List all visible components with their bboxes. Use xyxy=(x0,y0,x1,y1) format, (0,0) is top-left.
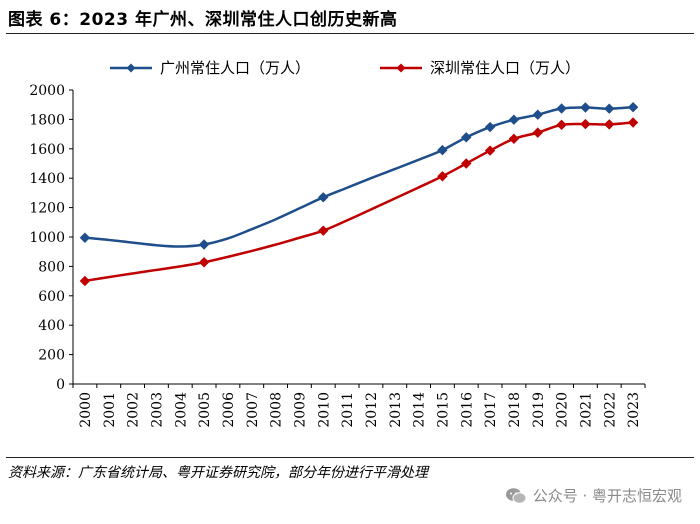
data-point xyxy=(580,102,591,113)
wechat-icon xyxy=(505,487,527,504)
data-point xyxy=(532,109,543,120)
x-tick-label: 2012 xyxy=(364,392,380,428)
data-point xyxy=(627,101,639,113)
data-point xyxy=(437,144,448,156)
y-tick-label: 1200 xyxy=(29,201,65,217)
y-tick-label: 0 xyxy=(56,377,65,393)
x-tick-label: 2017 xyxy=(483,392,499,428)
data-point xyxy=(532,127,543,138)
data-point xyxy=(318,225,329,236)
series-shenzhen xyxy=(79,117,639,287)
x-tick-label: 2020 xyxy=(555,392,571,428)
x-tick-label: 2007 xyxy=(245,392,261,428)
data-point xyxy=(604,103,615,114)
x-tick-label: 2005 xyxy=(197,392,213,428)
title-divider xyxy=(6,33,694,34)
data-point xyxy=(437,171,448,182)
data-point xyxy=(484,145,496,156)
legend-item-guangzhou: 广州常住人口（万人） xyxy=(110,59,310,77)
data-point xyxy=(556,103,567,114)
x-tick-label: 2000 xyxy=(78,392,94,428)
x-tick-label: 2016 xyxy=(459,392,475,428)
data-point xyxy=(508,133,520,145)
chart-axes: 0 200 400 600 800 1000 1200 1400 1600 1800 2000 200… xyxy=(29,83,646,428)
y-tick-label: 600 xyxy=(38,289,65,305)
x-tick-label: 2018 xyxy=(507,392,523,428)
x-tick-label: 2015 xyxy=(435,392,451,428)
data-point xyxy=(604,119,615,130)
x-tick-label: 2011 xyxy=(340,392,356,428)
legend-label: 深圳常住人口（万人） xyxy=(430,59,580,77)
y-tick-label: 400 xyxy=(38,318,65,334)
x-tick-label: 2013 xyxy=(388,392,404,428)
x-tick-label: 2021 xyxy=(578,392,594,428)
data-point xyxy=(198,239,210,250)
x-tick-label: 2022 xyxy=(602,392,618,428)
legend-swatch-marker xyxy=(396,63,406,73)
x-tick-label: 2003 xyxy=(149,392,165,428)
legend-item-shenzhen: 深圳常住人口（万人） xyxy=(380,59,580,77)
watermark-text: 公众号 · 粤开志恒宏观 xyxy=(532,487,682,505)
x-tick-label: 2004 xyxy=(173,392,189,428)
data-point xyxy=(627,117,639,128)
series-guangzhou xyxy=(79,101,639,250)
y-tick-label: 2000 xyxy=(29,83,65,99)
x-tick-label: 2008 xyxy=(269,392,285,428)
data-point xyxy=(461,158,472,169)
series-line xyxy=(84,121,634,283)
data-point xyxy=(484,121,496,133)
y-tick-label: 1800 xyxy=(29,112,65,128)
x-tick-label: 2009 xyxy=(292,392,308,428)
chart-title: 图表 6：2023 年广州、深圳常住人口创历史新高 xyxy=(8,10,398,30)
x-tick-label: 2023 xyxy=(626,392,642,428)
legend-label: 广州常住人口（万人） xyxy=(160,59,310,77)
x-tick-label: 2001 xyxy=(102,392,118,428)
data-point xyxy=(508,114,520,125)
y-tick-label: 1400 xyxy=(29,171,65,187)
x-tick-label: 2014 xyxy=(412,392,428,428)
source-divider xyxy=(6,457,694,458)
y-tick-label: 800 xyxy=(38,259,65,275)
watermark: 公众号 · 粤开志恒宏观 xyxy=(505,485,682,506)
data-point xyxy=(318,192,329,203)
data-point xyxy=(461,132,472,143)
data-point xyxy=(198,257,210,268)
chart-series xyxy=(79,101,639,287)
y-tick-label: 1600 xyxy=(29,142,65,158)
data-point xyxy=(556,119,567,131)
data-point xyxy=(79,232,91,243)
x-tick-label: 2006 xyxy=(221,392,237,428)
x-tick-label: 2019 xyxy=(531,392,547,428)
legend-swatch-marker xyxy=(126,63,136,73)
y-tick-label: 1000 xyxy=(29,230,65,246)
data-point xyxy=(580,118,591,130)
chart-legend: 广州常住人口（万人） 深圳常住人口（万人） xyxy=(110,59,580,77)
x-tick-label: 2002 xyxy=(126,392,142,428)
source-note: 资料来源：广东省统计局、粤开证券研究院，部分年份进行平滑处理 xyxy=(8,465,428,481)
data-point xyxy=(79,275,91,287)
y-tick-label: 200 xyxy=(38,348,65,364)
x-tick-label: 2010 xyxy=(316,392,332,428)
